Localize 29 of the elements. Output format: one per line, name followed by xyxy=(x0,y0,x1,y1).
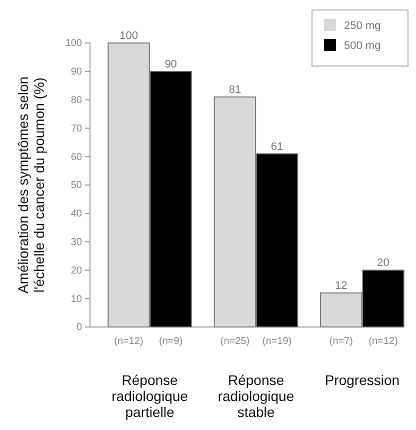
y-tick-label: 100 xyxy=(65,38,82,50)
text: (n=9) xyxy=(159,336,183,347)
y-tick-label: 30 xyxy=(70,237,82,248)
text: (n=25) xyxy=(220,336,250,347)
legend-label: 250 mg xyxy=(344,20,381,32)
y-tick-label: 60 xyxy=(70,152,82,163)
data-label: 81 xyxy=(228,84,242,96)
y-tick-label: 90 xyxy=(70,66,82,78)
data-label: 100 xyxy=(120,30,138,42)
y-tick-label: 0 xyxy=(76,322,82,334)
data-label: 61 xyxy=(270,140,284,153)
text: (n=7) xyxy=(329,336,353,347)
y-tick-label: 10 xyxy=(70,294,82,305)
text: (n=12) xyxy=(368,336,398,347)
legend-label: 500 mg xyxy=(344,40,381,52)
data-label: 90 xyxy=(164,58,177,70)
y-tick-label: 70 xyxy=(70,123,82,134)
data-label: 20 xyxy=(377,257,390,270)
text: (n=12) xyxy=(114,336,144,347)
y-axis-title: Amélioration des symptômes selon l'échelle du cancer du poumon (%) xyxy=(15,76,47,294)
text: (n=19) xyxy=(262,336,292,347)
data-label: 12 xyxy=(335,280,348,292)
x-tick-label: Réponse radiologique partielle xyxy=(112,372,188,420)
x-tick-label: Réponse radiologique stable xyxy=(218,372,294,420)
y-tick-label: 50 xyxy=(70,180,82,192)
y-tick-label: 20 xyxy=(70,265,82,276)
y-tick-label: 80 xyxy=(70,95,82,106)
y-tick-label: 40 xyxy=(70,208,82,220)
x-tick-label: Progression xyxy=(324,372,400,388)
